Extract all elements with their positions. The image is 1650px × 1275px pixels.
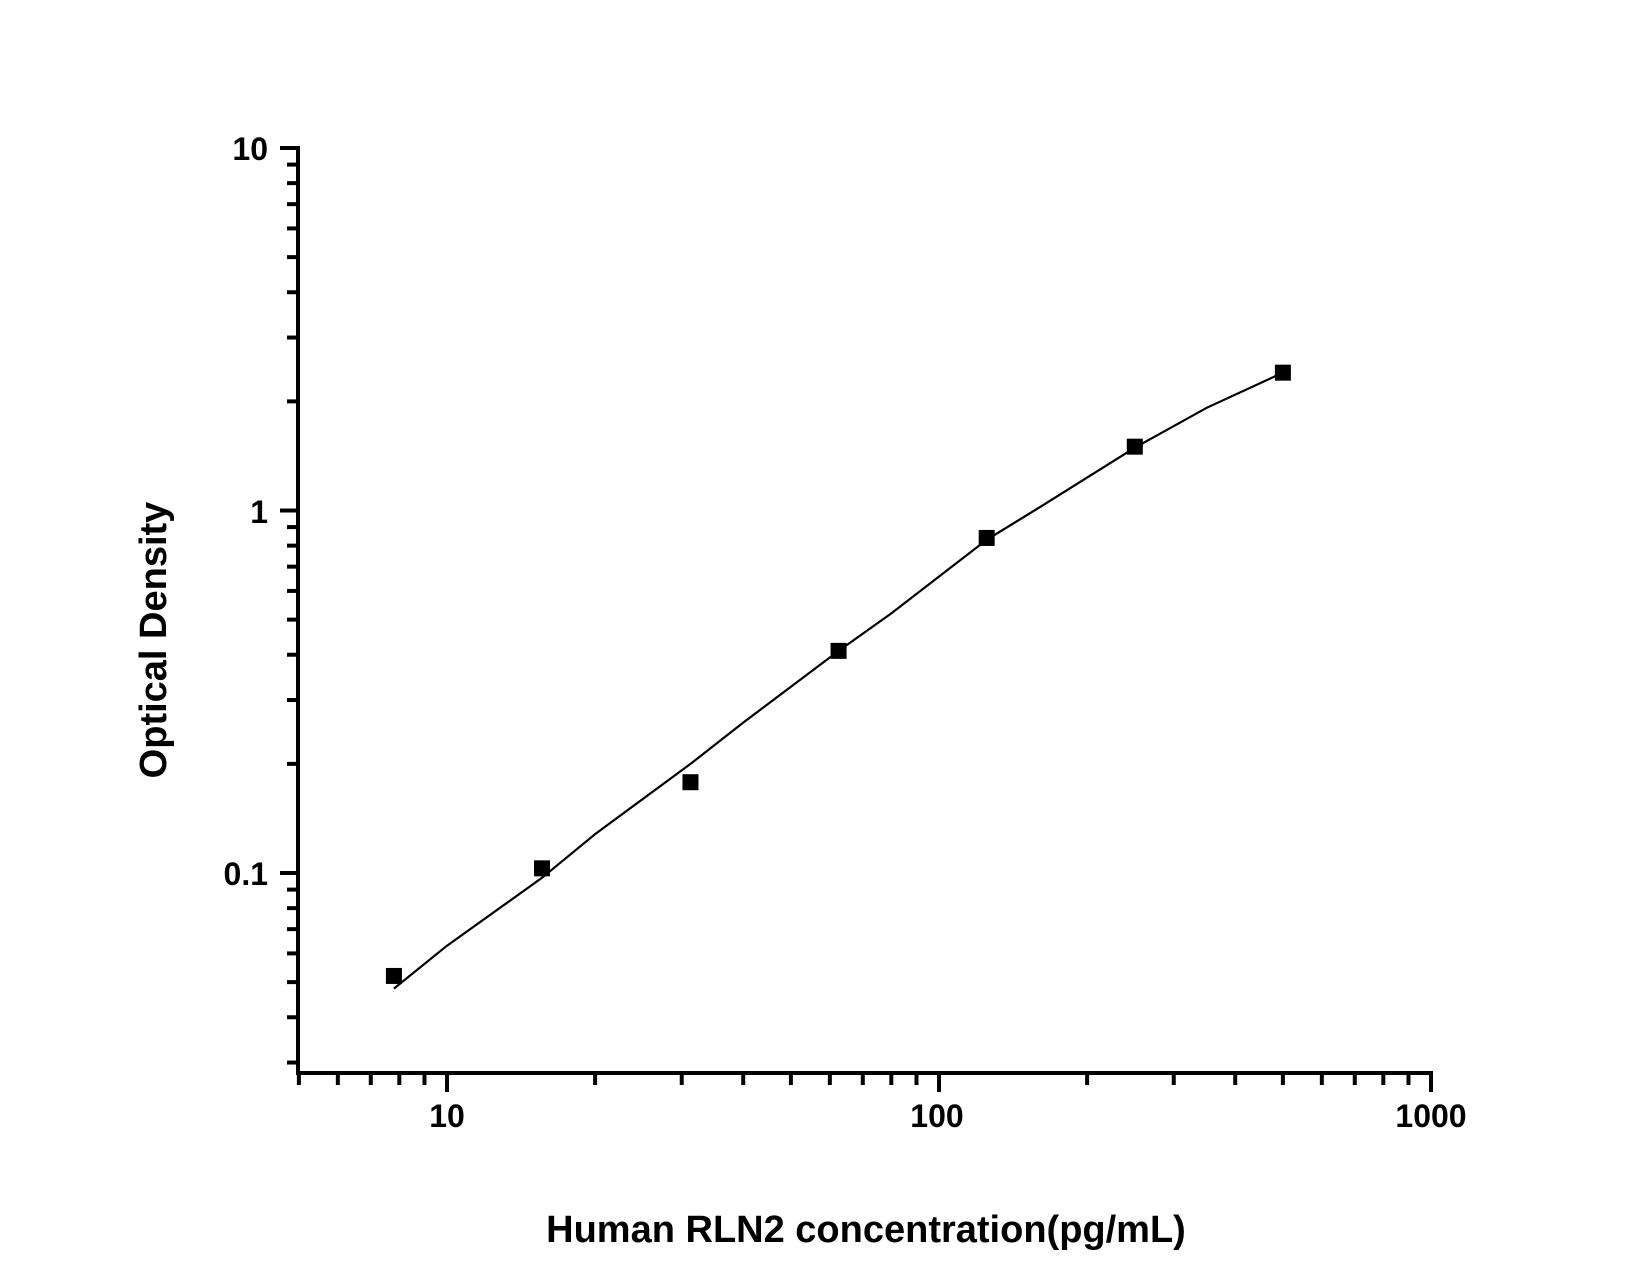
data-point-marker	[534, 860, 551, 877]
data-point-marker	[978, 529, 995, 546]
data-point-marker	[1126, 438, 1143, 455]
y-tick-label-1: 1	[250, 494, 268, 530]
x-axis-ticks	[296, 1073, 1433, 1092]
data-point-marker	[830, 642, 847, 659]
x-tick-label-100: 100	[910, 1098, 963, 1134]
data-point-marker	[1274, 364, 1291, 381]
y-axis-title: Optical Density	[133, 502, 175, 779]
data-points	[385, 364, 1291, 984]
x-axis-title: Human RLN2 concentration(pg/mL)	[546, 1209, 1186, 1251]
fitted-curve	[393, 371, 1284, 990]
y-tick-label-0.1: 0.1	[224, 856, 268, 892]
y-tick-label-10: 10	[232, 131, 268, 167]
y-axis-ticks	[280, 146, 298, 1065]
data-point-marker	[385, 967, 402, 984]
x-tick-label-1000: 1000	[1395, 1098, 1466, 1134]
x-tick-label-10: 10	[429, 1098, 465, 1134]
data-point-marker	[682, 774, 699, 791]
